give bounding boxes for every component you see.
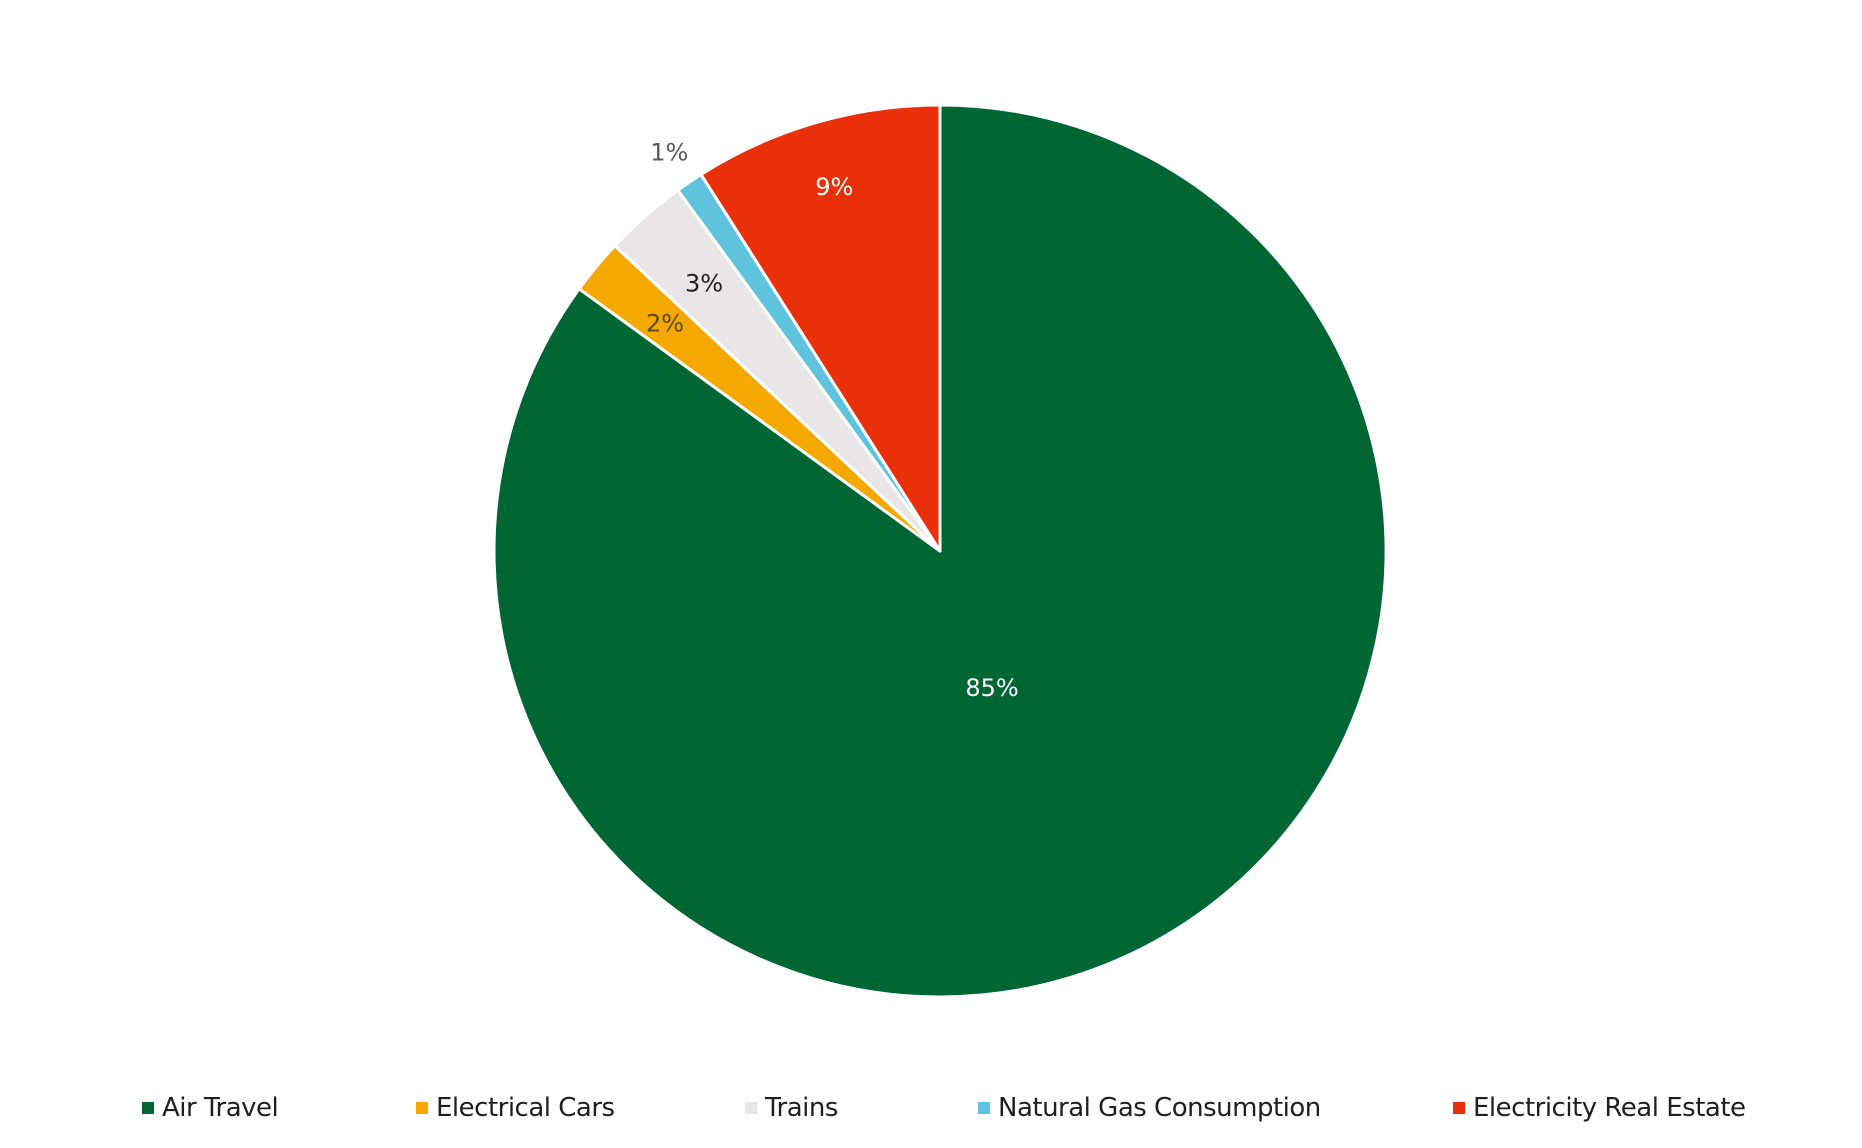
- data-label-natural-gas-consumption: 1%: [650, 139, 688, 167]
- legend-item-natural-gas-consumption: Natural Gas Consumption: [978, 1088, 1321, 1128]
- legend-marker-air-travel: [142, 1102, 154, 1114]
- legend-marker-natural-gas-consumption: [978, 1102, 990, 1114]
- chart-legend: Air Travel Electrical Cars Trains Natura…: [0, 1088, 1862, 1128]
- legend-item-air-travel: Air Travel: [142, 1088, 279, 1128]
- legend-label: Trains: [765, 1093, 838, 1123]
- pie-slices: [492, 103, 1388, 999]
- legend-label: Air Travel: [162, 1093, 279, 1123]
- legend-item-electricity-real-estate: Electricity Real Estate: [1453, 1088, 1746, 1128]
- pie-slice-electricity-real-estate: [699, 103, 942, 553]
- legend-marker-trains: [745, 1102, 757, 1114]
- data-label-electricity-real-estate: 9%: [815, 173, 853, 201]
- data-label-electrical-cars: 2%: [646, 310, 684, 338]
- legend-item-trains: Trains: [745, 1088, 838, 1128]
- pie-data-labels: 85% 2%3% 1% 9%: [646, 139, 1019, 702]
- legend-label: Electricity Real Estate: [1473, 1093, 1746, 1123]
- legend-item-electrical-cars: Electrical Cars: [416, 1088, 615, 1128]
- data-label-air-travel: 85%: [965, 674, 1018, 702]
- legend-label: Electrical Cars: [436, 1093, 615, 1123]
- legend-label: Natural Gas Consumption: [998, 1093, 1321, 1123]
- legend-marker-electricity-real-estate: [1453, 1102, 1465, 1114]
- data-label-trains: 3%: [685, 269, 723, 297]
- legend-marker-electrical-cars: [416, 1102, 428, 1114]
